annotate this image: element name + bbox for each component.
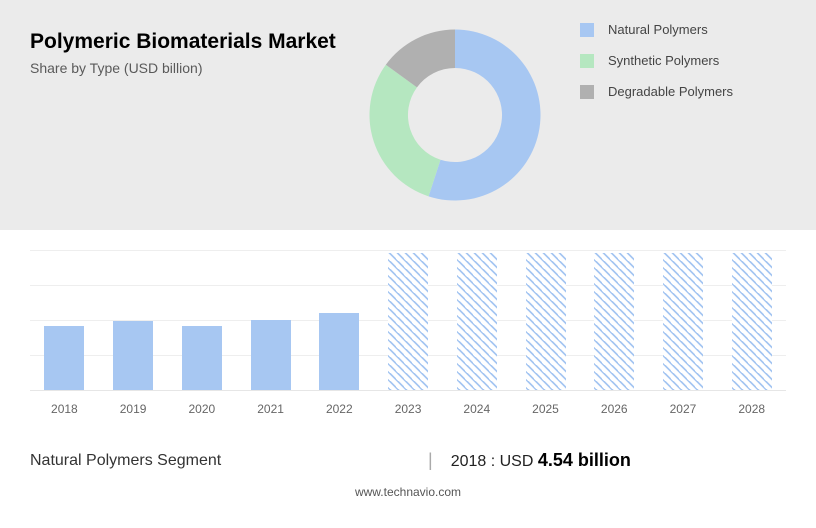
bar-actual (113, 321, 153, 390)
legend-swatch (580, 85, 594, 99)
stat-value: 4.54 billion (538, 450, 631, 470)
bar-forecast (732, 253, 772, 390)
legend-item: Synthetic Polymers (580, 53, 733, 68)
stat-prefix: 2018 : USD (451, 453, 538, 470)
bar-actual (251, 320, 291, 390)
bar-actual (319, 313, 359, 390)
x-axis-label: 2028 (717, 402, 786, 416)
bar-chart: 2018201920202021202220232024202520262027… (0, 230, 816, 430)
legend-swatch (580, 23, 594, 37)
bar-forecast (388, 253, 428, 390)
bar-slot (30, 250, 99, 390)
donut-slice (370, 65, 441, 197)
bar-forecast (457, 253, 497, 390)
bar-forecast (526, 253, 566, 390)
bar-slot (305, 250, 374, 390)
source-url: www.technavio.com (30, 485, 786, 499)
legend-swatch (580, 54, 594, 68)
title-block: Polymeric Biomaterials Market Share by T… (30, 30, 336, 76)
x-axis-label: 2022 (305, 402, 374, 416)
bar-slot (511, 250, 580, 390)
bar-actual (44, 326, 84, 390)
stat: 2018 : USD 4.54 billion (451, 450, 631, 471)
bar-slot (236, 250, 305, 390)
legend-label: Synthetic Polymers (608, 53, 719, 68)
x-axis-label: 2019 (99, 402, 168, 416)
bar-actual (182, 326, 222, 390)
legend-label: Natural Polymers (608, 22, 708, 37)
segment-name: Natural Polymers Segment (30, 452, 410, 470)
x-axis-label: 2021 (236, 402, 305, 416)
legend-label: Degradable Polymers (608, 84, 733, 99)
x-axis-label: 2018 (30, 402, 99, 416)
x-axis-label: 2025 (511, 402, 580, 416)
bar-slot (649, 250, 718, 390)
donut-chart (360, 20, 550, 210)
legend-item: Natural Polymers (580, 22, 733, 37)
x-axis-label: 2023 (374, 402, 443, 416)
chart-subtitle: Share by Type (USD billion) (30, 60, 336, 76)
bar-slot (374, 250, 443, 390)
x-axis-label: 2020 (167, 402, 236, 416)
bar-forecast (663, 253, 703, 390)
legend: Natural Polymers Synthetic Polymers Degrad… (580, 22, 733, 115)
x-axis-label: 2027 (649, 402, 718, 416)
bar-slot (99, 250, 168, 390)
x-axis-label: 2026 (580, 402, 649, 416)
footer: Natural Polymers Segment | 2018 : USD 4.… (0, 430, 816, 499)
bar-slot (580, 250, 649, 390)
legend-item: Degradable Polymers (580, 84, 733, 99)
x-axis-label: 2024 (442, 402, 511, 416)
bar-forecast (594, 253, 634, 390)
bar-slot (167, 250, 236, 390)
divider: | (428, 450, 433, 471)
chart-title: Polymeric Biomaterials Market (30, 30, 336, 54)
bar-slot (442, 250, 511, 390)
top-panel: Polymeric Biomaterials Market Share by T… (0, 0, 816, 230)
bar-slot (717, 250, 786, 390)
